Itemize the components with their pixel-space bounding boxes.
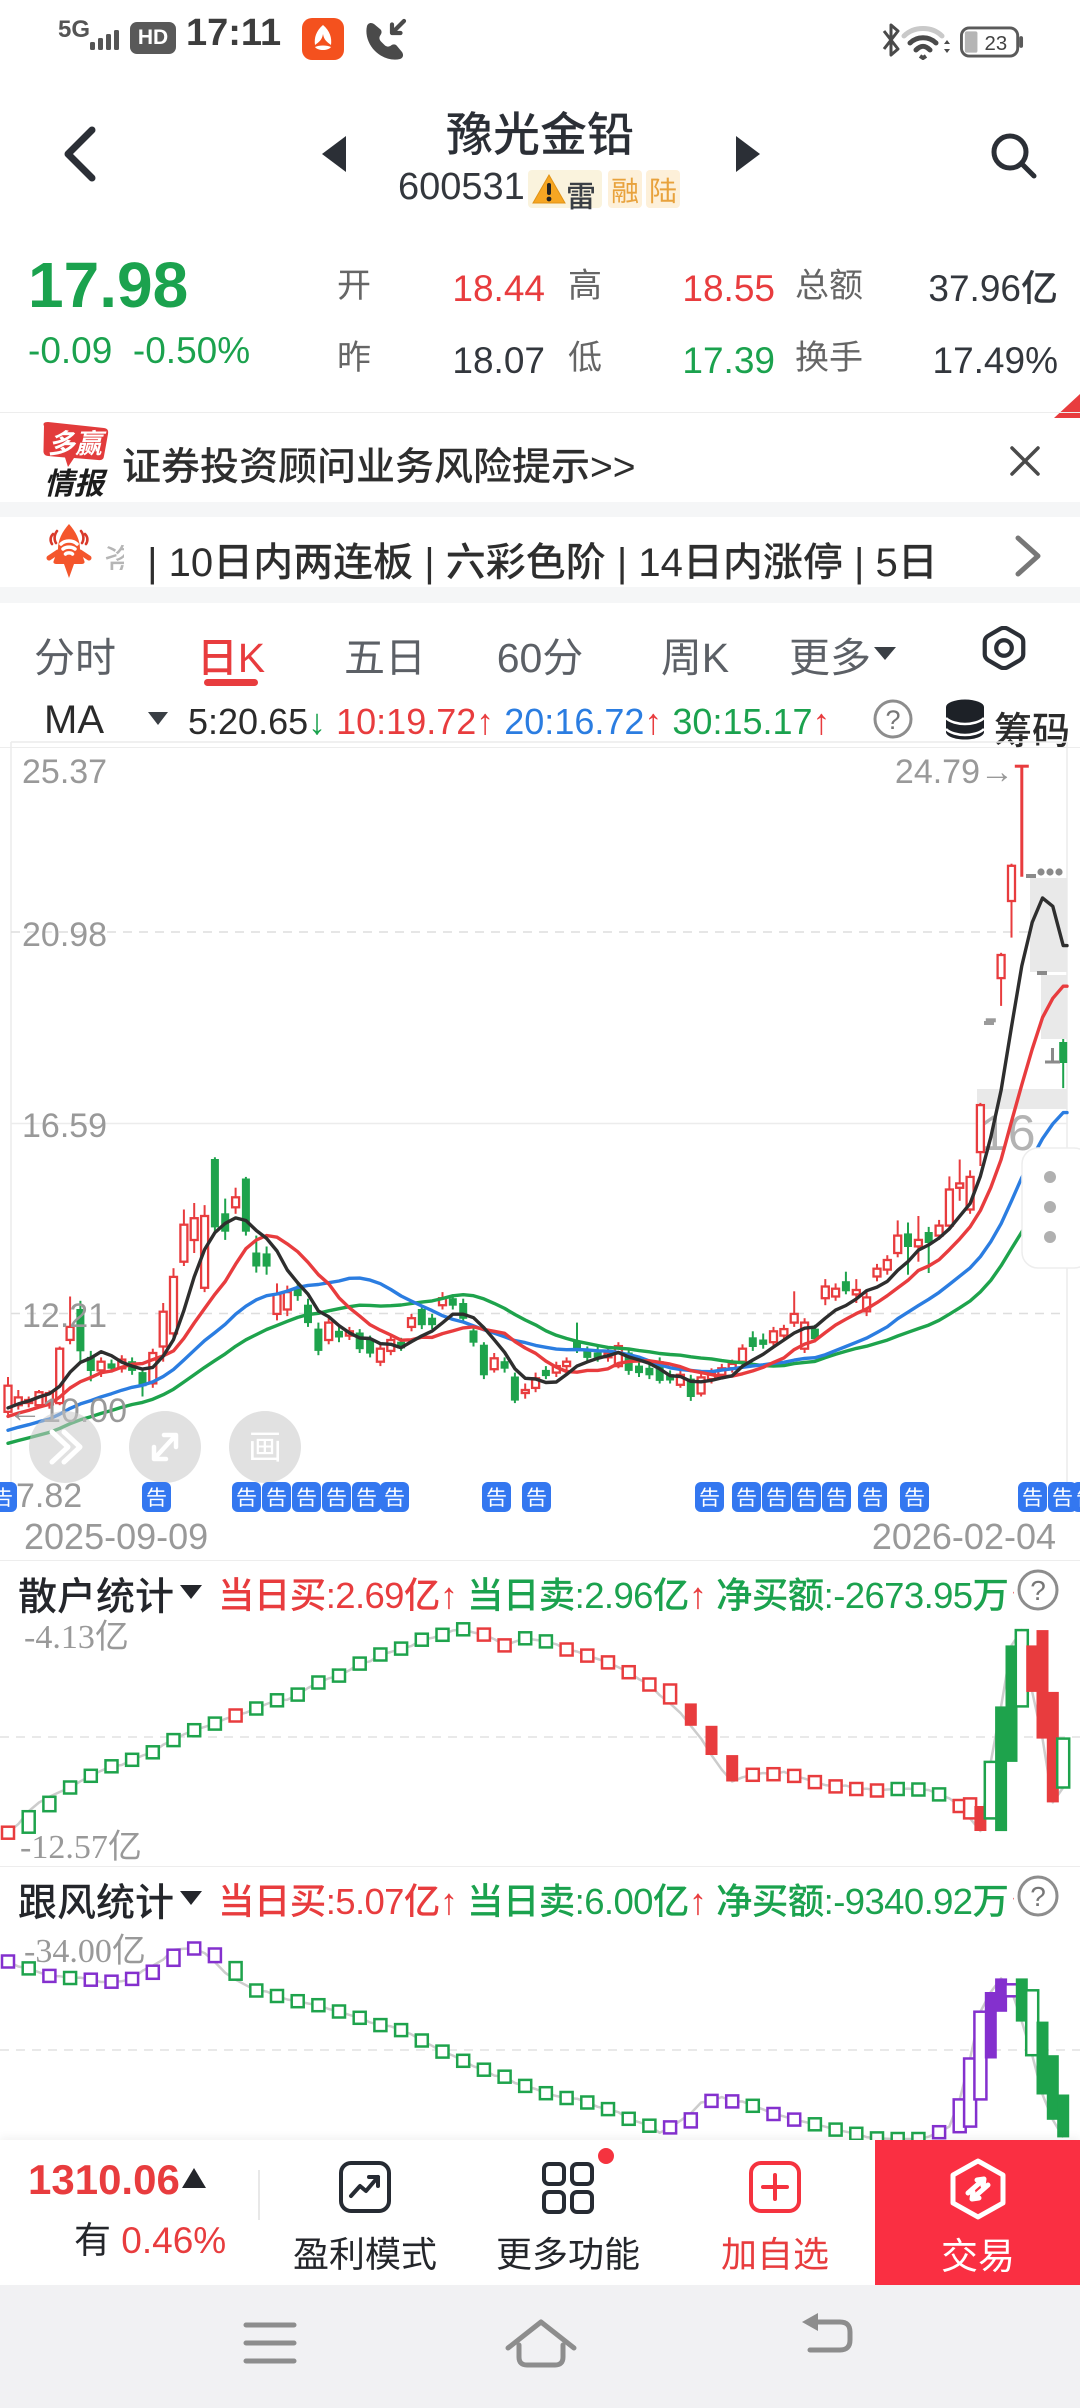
svg-text:告: 告 [236, 1482, 257, 1512]
svg-text:告: 告 [736, 1482, 757, 1512]
svg-text:23: 23 [985, 33, 1008, 55]
svg-text:告: 告 [1052, 1482, 1073, 1512]
svg-text:-34.00亿: -34.00亿 [24, 1923, 146, 1972]
svg-text:告: 告 [486, 1482, 507, 1512]
svg-text:告: 告 [526, 1482, 547, 1512]
svg-text:25.37: 25.37 [22, 753, 107, 791]
svg-text:2025-09-09: 2025-09-09 [24, 1516, 208, 1557]
svg-text:告: 告 [862, 1482, 883, 1512]
svg-text:?: ? [885, 705, 900, 735]
svg-text:告: 告 [326, 1482, 347, 1512]
svg-text:7.82: 7.82 [16, 1477, 82, 1515]
svg-text:-4.13亿: -4.13亿 [24, 1612, 129, 1658]
svg-text:告: 告 [796, 1482, 817, 1512]
svg-text:告: 告 [266, 1482, 287, 1512]
svg-text:告: 告 [296, 1482, 317, 1512]
svg-text:20.98: 20.98 [22, 916, 107, 954]
svg-text:告: 告 [699, 1482, 720, 1512]
svg-text:告: 告 [766, 1482, 787, 1512]
svg-text:?: ? [1030, 1881, 1046, 1912]
svg-text:告: 告 [1022, 1482, 1043, 1512]
svg-text:多赢: 多赢 [48, 422, 107, 461]
svg-text:告: 告 [0, 1482, 13, 1512]
svg-text:告: 告 [826, 1482, 847, 1512]
svg-text:情报: 情报 [44, 459, 108, 500]
svg-text:画: 画 [248, 1420, 282, 1469]
svg-text:告: 告 [1076, 1482, 1080, 1512]
svg-text:-12.57亿: -12.57亿 [20, 1819, 142, 1862]
svg-text:16.59: 16.59 [22, 1107, 107, 1145]
svg-text:24.79→: 24.79→ [895, 753, 1014, 791]
svg-text:告: 告 [146, 1482, 167, 1512]
svg-text:12.21: 12.21 [22, 1297, 107, 1335]
svg-text:2026-02-04: 2026-02-04 [872, 1516, 1056, 1557]
svg-text:告: 告 [904, 1482, 925, 1512]
svg-text:告: 告 [356, 1482, 377, 1512]
svg-text:告: 告 [384, 1482, 405, 1512]
svg-text:?: ? [1030, 1575, 1046, 1606]
